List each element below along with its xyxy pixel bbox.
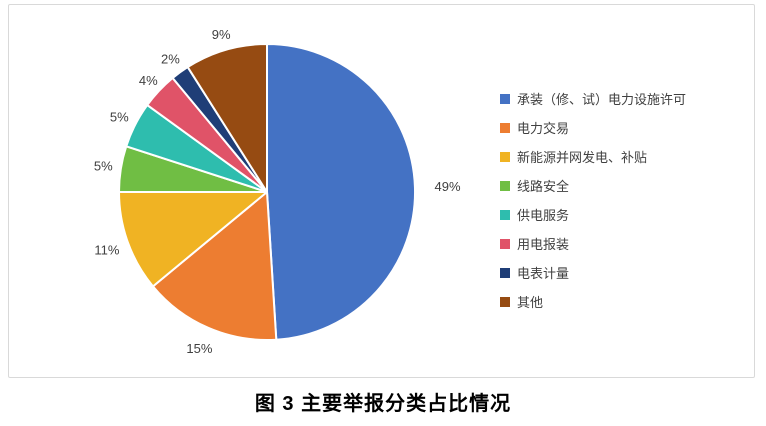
legend-swatch-icon — [500, 210, 510, 220]
legend-item: 电表计量 — [500, 266, 686, 280]
legend-item: 其他 — [500, 295, 686, 309]
percent-label: 11% — [94, 242, 119, 257]
legend-item-label: 供电服务 — [517, 207, 570, 223]
legend-item-label: 电表计量 — [517, 265, 570, 281]
legend-item: 新能源并网发电、补贴 — [500, 150, 686, 164]
legend: 承装（修、试）电力设施许可 电力交易新能源并网发电、补贴 线路安全供电服务用电报装电… — [500, 92, 686, 309]
pie-chart: 49% 15% 11% 5% 5% 4%2% 9% — [94, 27, 461, 356]
legend-swatch-icon — [500, 268, 510, 278]
legend-item: 电力交易 — [500, 121, 686, 135]
pie-slice-2 — [118, 191, 268, 288]
legend-item-label: 承装（修、试）电力设施许可 — [517, 91, 687, 107]
pie-slice-1 — [151, 191, 278, 342]
legend-swatch-icon — [500, 123, 510, 133]
chart-frame: 49% 15% 11% 5% 5% 4% 2% 9% 承装（修、试）电力设施许可 电力交易新能源… — [8, 4, 755, 378]
legend-item: 承装（修、试）电力设施许可 — [500, 92, 686, 106]
legend-swatch-icon — [500, 181, 510, 191]
percent-label: 5% — [94, 159, 113, 174]
legend-item-label: 新能源并网发电、补贴 — [517, 149, 648, 165]
legend-swatch-icon — [500, 94, 510, 104]
legend-item: 用电报装 — [500, 237, 686, 251]
percent-label: 15% — [186, 341, 212, 356]
percent-label: 5% — [110, 109, 129, 124]
percent-label: 9% — [212, 27, 231, 42]
legend-swatch-icon — [500, 239, 510, 249]
legend-item-label: 其他 — [517, 294, 544, 310]
legend-item-label: 线路安全 — [517, 178, 570, 194]
legend-item-label: 电力交易 — [517, 120, 570, 136]
legend-swatch-icon — [500, 152, 510, 162]
percent-label: 2% — [161, 52, 180, 67]
percent-label: 49% — [434, 179, 460, 194]
pie-slice-7 — [186, 43, 268, 193]
legend-item: 供电服务 — [500, 208, 686, 222]
legend-swatch-icon — [500, 297, 510, 307]
pie-slice-0 — [266, 43, 417, 341]
figure-caption: 图 3 主要举报分类占比情况 — [254, 393, 512, 415]
percent-label: 4% — [139, 73, 158, 88]
legend-item-label: 用电报装 — [517, 236, 570, 252]
legend-item: 线路安全 — [500, 179, 686, 193]
